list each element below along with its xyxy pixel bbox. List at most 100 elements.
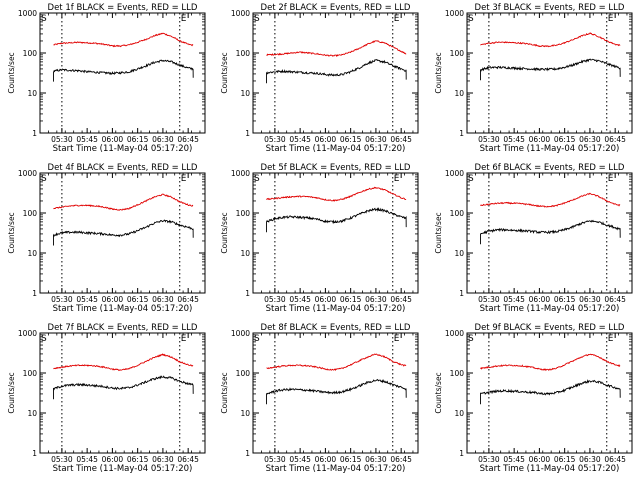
y-tick-label: 10 (240, 249, 250, 258)
panel-det-4: Det 4f BLACK = Events, RED = LLD 1 10 100 10… (7, 163, 206, 314)
x-tick-label: 06:30 (152, 295, 174, 304)
x-tick-label: 06:30 (365, 455, 387, 464)
x-tick-label: 06:30 (365, 135, 387, 144)
x-axis-label: Start Time (11-May-04 05:17:20) (266, 464, 406, 474)
x-tick-label: 05:30 (51, 295, 73, 304)
x-tick-label: 06:00 (315, 135, 337, 144)
y-axis-label: Counts/sec (220, 372, 229, 413)
x-axis-label: Start Time (11-May-04 05:17:20) (480, 304, 620, 314)
x-tick-label: 05:30 (264, 455, 286, 464)
y-tick-label: 1 (245, 289, 250, 298)
x-tick-label: 06:15 (127, 455, 149, 464)
y-axis-label: Counts/sec (434, 212, 443, 253)
x-tick-label: 06:45 (177, 295, 199, 304)
lld-series-line (53, 353, 194, 372)
x-axis-label: Start Time (11-May-04 05:17:20) (266, 304, 406, 314)
x-tick-label: 06:45 (390, 295, 412, 304)
x-tick-label: 05:30 (478, 295, 500, 304)
plot-frame (252, 332, 419, 454)
x-tick-label: 06:00 (102, 455, 124, 464)
x-tick-label: 06:15 (340, 295, 362, 304)
x-tick-label: 06:00 (529, 455, 551, 464)
y-tick-label: 10 (454, 89, 464, 98)
y-tick-label: 100 (236, 369, 251, 378)
events-series-line (53, 59, 194, 82)
y-tick-label: 1 (245, 129, 250, 138)
end-marker-label: E (608, 334, 614, 344)
end-marker-label: E (394, 14, 400, 24)
x-axis-label: Start Time (11-May-04 05:17:20) (480, 464, 620, 474)
panel-det-8: Det 8f BLACK = Events, RED = LLD 1 10 100 10… (220, 323, 419, 474)
panel-det-3: Det 3f BLACK = Events, RED = LLD 1 10 100 10… (434, 3, 633, 154)
y-tick-label: 100 (450, 49, 465, 58)
x-tick-label: 05:30 (264, 295, 286, 304)
x-tick-label: 05:45 (76, 455, 98, 464)
y-tick-label: 100 (450, 209, 465, 218)
chart-title: Det 9f BLACK = Events, RED = LLD (475, 323, 625, 333)
x-tick-label: 06:45 (604, 455, 626, 464)
x-tick-label: 06:00 (102, 135, 124, 144)
events-series-line (266, 378, 407, 405)
panel-det-7: Det 7f BLACK = Events, RED = LLD 1 10 100 10… (7, 323, 206, 474)
end-marker-label: E (394, 174, 400, 184)
x-tick-label: 06:15 (554, 135, 576, 144)
events-series-line (53, 219, 194, 246)
events-series-line (266, 59, 407, 84)
x-tick-label: 06:30 (152, 135, 174, 144)
panel-det-2: Det 2f BLACK = Events, RED = LLD 1 10 100 10… (220, 3, 419, 154)
y-tick-label: 10 (27, 249, 37, 258)
panel-det-9: Det 9f BLACK = Events, RED = LLD 1 10 100 10… (434, 323, 633, 474)
y-tick-label: 100 (450, 369, 465, 378)
x-axis-label: Start Time (11-May-04 05:17:20) (480, 144, 620, 154)
plot-frame (466, 332, 633, 454)
x-tick-label: 05:30 (478, 455, 500, 464)
start-marker-label: S (41, 174, 47, 184)
x-tick-label: 06:45 (390, 455, 412, 464)
lld-series-line (480, 192, 621, 208)
chart-title: Det 5f BLACK = Events, RED = LLD (261, 163, 411, 173)
y-tick-label: 1 (32, 129, 37, 138)
y-tick-label: 10 (27, 89, 37, 98)
x-tick-label: 06:00 (529, 135, 551, 144)
y-tick-label: 1000 (18, 329, 37, 338)
chart-title: Det 8f BLACK = Events, RED = LLD (261, 323, 411, 333)
y-tick-label: 10 (454, 409, 464, 418)
x-tick-label: 05:45 (503, 135, 525, 144)
y-tick-label: 1 (32, 289, 37, 298)
panel-det-6: Det 6f BLACK = Events, RED = LLD 1 10 100 10… (434, 163, 633, 314)
x-tick-label: 05:45 (503, 295, 525, 304)
x-tick-label: 06:15 (127, 135, 149, 144)
start-marker-label: S (468, 14, 474, 24)
x-tick-label: 06:00 (529, 295, 551, 304)
lld-series-line (480, 32, 621, 48)
x-tick-label: 06:00 (102, 295, 124, 304)
y-tick-label: 10 (454, 249, 464, 258)
lld-series-line (480, 353, 621, 372)
y-tick-label: 100 (23, 209, 38, 218)
x-tick-label: 05:45 (76, 295, 98, 304)
events-series-line (480, 219, 621, 245)
chart-title: Det 1f BLACK = Events, RED = LLD (48, 3, 198, 13)
start-marker-label: S (41, 334, 47, 344)
lld-series-line (53, 193, 194, 211)
y-tick-label: 1 (245, 449, 250, 458)
x-tick-label: 05:30 (264, 135, 286, 144)
y-tick-label: 1 (459, 289, 464, 298)
x-tick-label: 06:15 (127, 295, 149, 304)
plot-frame (466, 12, 633, 134)
events-series-line (480, 58, 621, 81)
x-tick-label: 06:45 (177, 455, 199, 464)
chart-title: Det 4f BLACK = Events, RED = LLD (48, 163, 198, 173)
y-tick-label: 1000 (231, 9, 250, 18)
x-tick-label: 06:15 (340, 135, 362, 144)
plot-frame (39, 12, 206, 134)
x-tick-label: 05:45 (289, 295, 311, 304)
x-tick-label: 05:45 (289, 455, 311, 464)
end-marker-label: E (394, 334, 400, 344)
y-tick-label: 1000 (445, 169, 464, 178)
start-marker-label: S (468, 174, 474, 184)
y-tick-label: 100 (236, 49, 251, 58)
x-axis-label: Start Time (11-May-04 05:17:20) (53, 144, 193, 154)
chart-title: Det 7f BLACK = Events, RED = LLD (48, 323, 198, 333)
